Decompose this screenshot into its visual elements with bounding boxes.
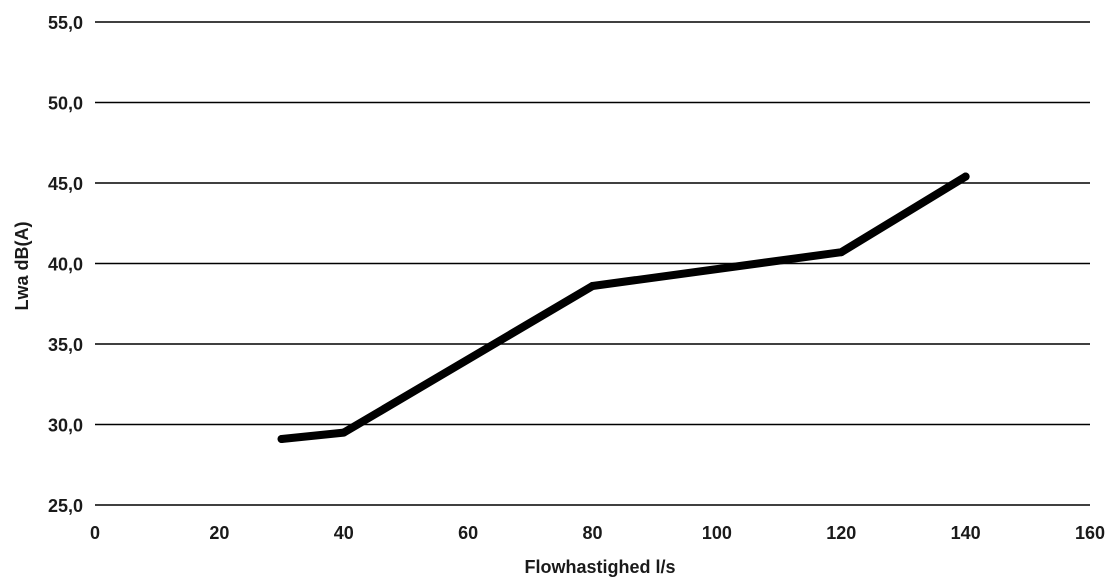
x-tick-label: 140 (951, 523, 981, 543)
y-tick-label: 45,0 (48, 174, 83, 194)
data-point (339, 428, 348, 437)
y-tick-label: 25,0 (48, 496, 83, 516)
series-line-0 (277, 172, 970, 443)
x-tick-label: 0 (90, 523, 100, 543)
series-layer (277, 172, 970, 443)
data-point (588, 282, 597, 291)
x-tick-label: 160 (1075, 523, 1105, 543)
y-tick-label: 35,0 (48, 335, 83, 355)
data-point (837, 248, 846, 257)
y-tick-label: 40,0 (48, 255, 83, 275)
x-tick-label: 80 (582, 523, 602, 543)
grid-layer (95, 21, 1090, 506)
x-tick-label: 120 (826, 523, 856, 543)
data-point (277, 434, 286, 443)
data-point (961, 172, 970, 181)
y-tick-label: 50,0 (48, 94, 83, 114)
x-tick-label: 20 (209, 523, 229, 543)
y-tick-label: 30,0 (48, 416, 83, 436)
x-axis-tick-labels: 0 20 40 60 80 100 120 140 160 (90, 523, 1105, 543)
x-tick-label: 40 (334, 523, 354, 543)
x-tick-label: 60 (458, 523, 478, 543)
y-tick-label: 55,0 (48, 13, 83, 33)
x-axis-title: Flowhastighed l/s (524, 557, 675, 577)
x-tick-label: 100 (702, 523, 732, 543)
y-axis-tick-labels: 25,0 30,0 35,0 40,0 45,0 50,0 55,0 (48, 13, 83, 516)
y-axis-title: Lwa dB(A) (12, 222, 32, 311)
